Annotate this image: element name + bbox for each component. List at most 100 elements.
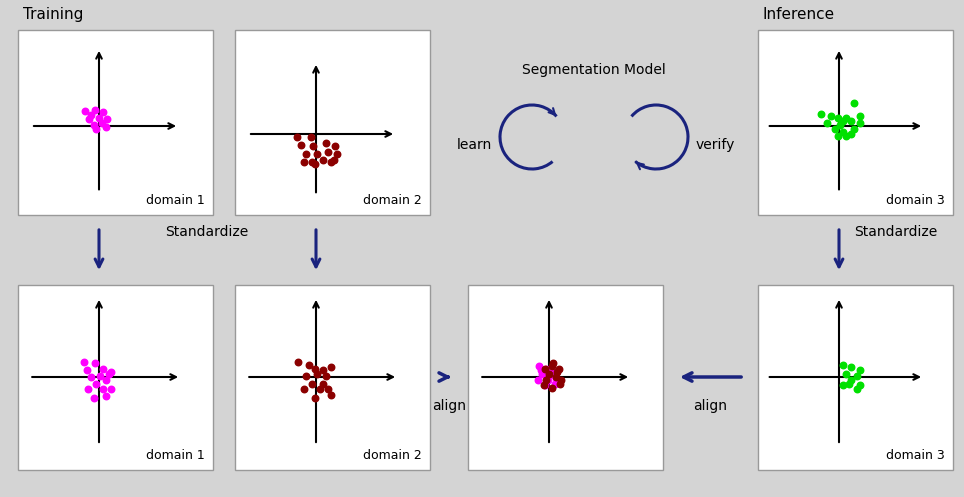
Point <box>83 373 98 381</box>
Point <box>832 121 847 129</box>
Bar <box>18 285 213 470</box>
Point <box>551 365 567 373</box>
Point <box>293 141 308 149</box>
Text: domain 2: domain 2 <box>363 194 422 207</box>
Point <box>83 111 98 119</box>
Point <box>289 133 305 141</box>
Point <box>318 372 334 380</box>
Point <box>329 151 344 159</box>
Point <box>849 372 865 380</box>
Point <box>536 381 551 389</box>
Point <box>823 112 839 120</box>
Text: Standardize: Standardize <box>854 225 937 239</box>
Point <box>315 156 331 164</box>
Point <box>546 367 561 375</box>
Point <box>299 151 314 159</box>
Point <box>89 380 104 388</box>
Point <box>86 394 101 402</box>
Point <box>296 158 311 166</box>
Point <box>303 133 318 141</box>
Point <box>530 376 546 384</box>
Text: learn: learn <box>457 138 492 152</box>
Point <box>842 380 857 388</box>
Point <box>547 380 562 388</box>
Point <box>846 125 862 133</box>
Point <box>827 125 843 133</box>
Point <box>852 112 868 120</box>
Text: align: align <box>693 399 727 413</box>
Text: domain 3: domain 3 <box>886 194 945 207</box>
Point <box>304 158 319 166</box>
Point <box>548 374 563 382</box>
Point <box>306 142 321 150</box>
Point <box>838 114 853 122</box>
Point <box>95 385 111 393</box>
Point <box>844 363 859 371</box>
Point <box>309 370 325 378</box>
Text: domain 3: domain 3 <box>886 449 945 462</box>
Point <box>103 385 119 393</box>
Point <box>315 380 331 388</box>
Point <box>849 385 865 393</box>
Point <box>76 358 92 366</box>
Text: Segmentation Model: Segmentation Model <box>522 63 666 77</box>
Point <box>844 376 859 384</box>
Point <box>846 99 862 107</box>
Bar <box>468 285 663 470</box>
Point <box>98 123 114 131</box>
Point <box>94 119 110 127</box>
Point <box>328 142 343 150</box>
Point <box>553 376 569 384</box>
Point <box>544 362 559 370</box>
Text: verify: verify <box>696 138 736 152</box>
Bar <box>758 285 953 470</box>
Text: Inference: Inference <box>763 7 835 22</box>
Point <box>87 359 102 367</box>
Point <box>539 365 554 373</box>
Bar <box>18 30 213 215</box>
Point <box>98 376 114 384</box>
Point <box>544 370 559 378</box>
Point <box>852 119 868 127</box>
Point <box>836 381 851 389</box>
Point <box>552 380 568 388</box>
Point <box>304 380 319 388</box>
Point <box>299 372 314 380</box>
Point <box>326 156 341 164</box>
Point <box>838 370 853 378</box>
Point <box>830 132 845 140</box>
Point <box>531 362 547 370</box>
Point <box>324 391 339 399</box>
Bar <box>235 30 430 215</box>
Point <box>291 358 307 366</box>
Point <box>101 370 117 378</box>
Bar <box>235 285 430 470</box>
Point <box>95 108 111 116</box>
Text: domain 2: domain 2 <box>363 449 422 462</box>
Point <box>533 366 549 374</box>
Point <box>86 121 101 129</box>
Point <box>309 151 325 159</box>
Point <box>544 384 559 392</box>
Point <box>537 365 552 373</box>
Point <box>95 365 111 373</box>
Point <box>93 372 108 380</box>
Point <box>320 148 335 156</box>
Text: domain 1: domain 1 <box>147 194 205 207</box>
Point <box>852 381 868 389</box>
Point <box>535 370 550 378</box>
Point <box>324 158 339 166</box>
Point <box>324 363 339 371</box>
Text: Standardize: Standardize <box>166 225 249 239</box>
Point <box>546 359 561 367</box>
Point <box>81 115 96 123</box>
Point <box>540 376 555 384</box>
Point <box>814 110 829 118</box>
Point <box>99 115 115 123</box>
Point <box>836 116 851 124</box>
Text: align: align <box>432 399 466 413</box>
Point <box>92 114 107 122</box>
Point <box>548 373 563 381</box>
Point <box>320 385 335 393</box>
Text: domain 1: domain 1 <box>147 449 205 462</box>
